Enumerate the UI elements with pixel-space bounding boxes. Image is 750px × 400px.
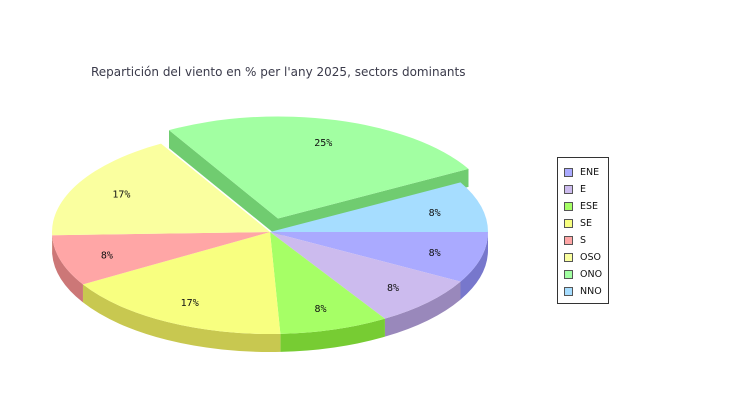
legend-label: ENE — [580, 167, 600, 178]
legend-item-se: SE — [558, 215, 608, 232]
legend-swatch — [564, 168, 573, 177]
legend-label: SE — [580, 218, 593, 229]
slice-label-ono: 25% — [314, 138, 332, 149]
legend-item-nno: NNO — [558, 283, 608, 300]
slice-ese — [270, 232, 385, 334]
legend-item-e: E — [558, 181, 608, 198]
slice-e — [270, 232, 461, 319]
slice-label-e: 8% — [387, 283, 399, 294]
legend-label: NNO — [580, 286, 602, 297]
legend-label: S — [580, 235, 587, 246]
legend-swatch — [564, 219, 573, 228]
slice-label-s: 8% — [101, 250, 113, 261]
legend-item-ene: ENE — [558, 164, 608, 181]
slice-label-ene: 8% — [429, 248, 441, 259]
slice-side-se — [82, 284, 281, 352]
legend-swatch — [564, 287, 573, 296]
legend-label: E — [580, 184, 587, 195]
legend-item-ono: ONO — [558, 266, 608, 283]
slice-wall-ono-0 — [168, 130, 278, 237]
legend-swatch — [564, 236, 573, 245]
pie-slices — [51, 116, 488, 352]
slice-ono — [168, 116, 469, 219]
legend-item-ese: ESE — [558, 198, 608, 215]
slice-ene — [270, 232, 488, 282]
legend-swatch — [564, 202, 573, 211]
legend-item-s: S — [558, 232, 608, 249]
legend-item-oso: OSO — [558, 249, 608, 266]
pie-labels: 8% 8% 8% 17% 8% 17% 25% 8% — [101, 138, 441, 315]
legend-label: ESE — [580, 201, 599, 212]
slice-label-oso: 17% — [112, 189, 130, 200]
slice-nno — [270, 182, 488, 232]
legend-swatch — [564, 270, 573, 279]
legend: ENE E ESE SE S OSO ONO NNO — [557, 157, 609, 304]
slice-side-ese — [280, 318, 385, 352]
chart-title: Repartición del viento en % per l'any 20… — [91, 65, 465, 79]
slice-side-ene — [460, 232, 488, 300]
legend-swatch — [564, 253, 573, 262]
slice-side-s — [52, 235, 83, 303]
slice-label-se: 17% — [181, 298, 199, 309]
slice-oso — [51, 143, 270, 236]
slice-se — [82, 232, 281, 334]
slice-label-ese: 8% — [314, 304, 326, 315]
legend-label: OSO — [580, 252, 601, 263]
legend-label: ONO — [580, 269, 603, 280]
slice-label-nno: 8% — [429, 208, 441, 219]
legend-swatch — [564, 185, 573, 194]
slice-s — [52, 232, 270, 285]
slice-side-e — [384, 281, 461, 337]
